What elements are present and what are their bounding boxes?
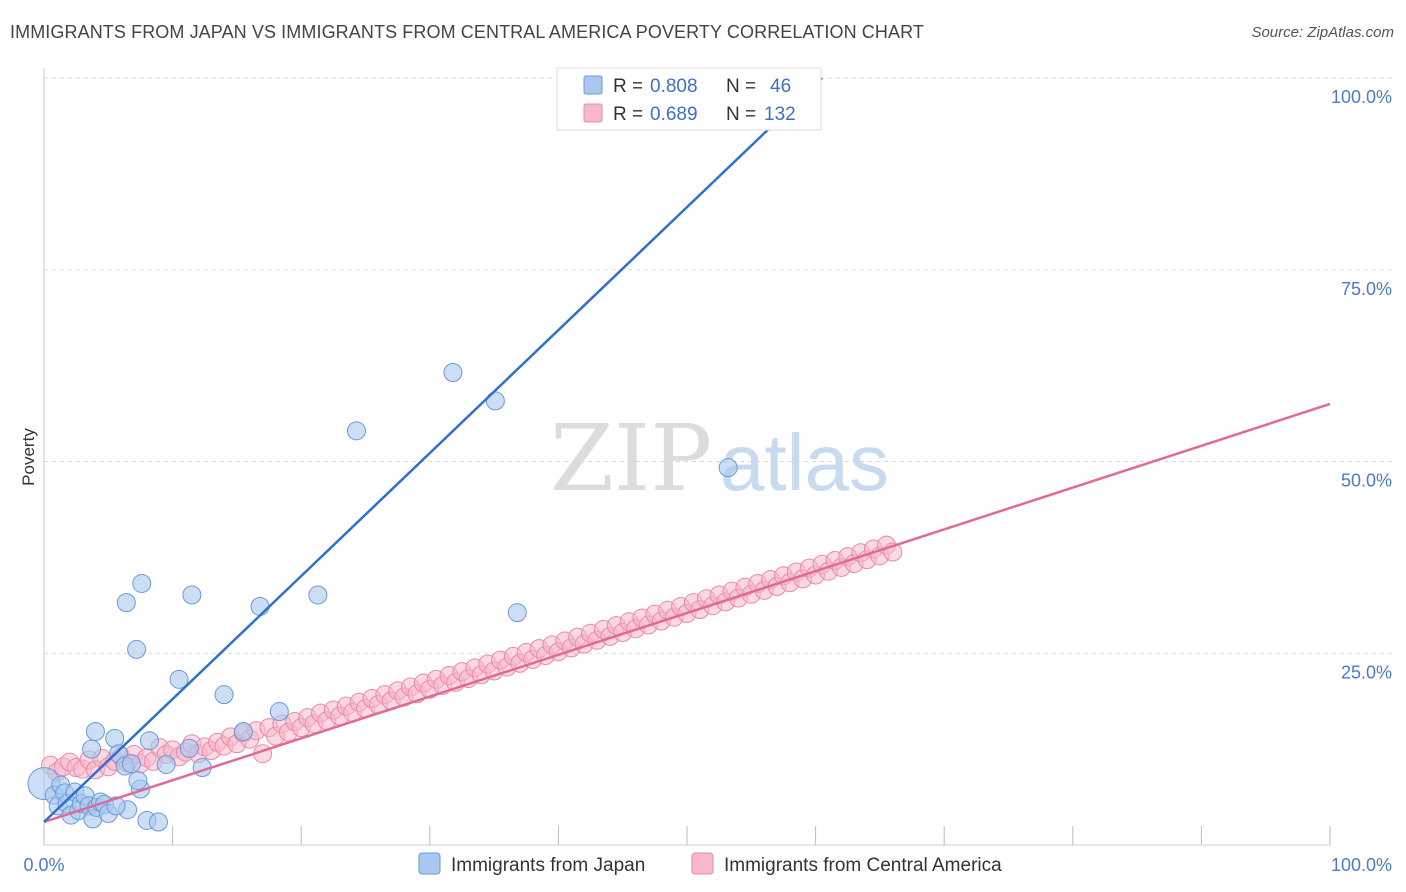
legend-r-label-ca: R = [613, 104, 643, 125]
x-tick-label-1: 100.0% [1331, 855, 1392, 875]
legend-swatch-ca [583, 103, 603, 123]
legend-r-value-japan: 0.808 [650, 76, 698, 97]
legend-n-label-japan: N = [726, 76, 756, 97]
bottom-legend: Immigrants from Japan Immigrants from Ce… [418, 852, 1002, 876]
x-tick-label-0: 0.0% [23, 855, 64, 875]
trend-line-japan [43, 77, 823, 823]
chart-title: IMMIGRANTS FROM JAPAN VS IMMIGRANTS FROM… [10, 22, 924, 42]
japan-point [139, 731, 159, 751]
legend-n-value-ca: 132 [764, 104, 796, 125]
japan-point [127, 639, 147, 659]
japan-point [169, 669, 189, 689]
japan-point [443, 363, 463, 383]
bottom-legend-swatch-ca [691, 852, 714, 875]
x-tick-labels: 0.0% 100.0% [23, 855, 1392, 875]
japan-point [82, 739, 102, 759]
y-tick-label-2: 75.0% [1341, 279, 1392, 299]
series-central-america [40, 535, 903, 782]
japan-point [182, 585, 202, 605]
japan-point [148, 812, 168, 832]
japan-point [106, 796, 126, 816]
legend-n-label-ca: N = [726, 104, 756, 125]
japan-point [116, 593, 136, 613]
japan-point [156, 754, 176, 774]
trend-lines [43, 77, 1331, 824]
y-tick-label-3: 100.0% [1331, 87, 1392, 107]
japan-point [233, 721, 253, 741]
japan-point [179, 738, 199, 758]
japan-point [718, 458, 738, 478]
legend-box: R = 0.808 N = 46 R = 0.689 N = 132 [556, 67, 822, 131]
japan-point [485, 391, 505, 411]
y-tick-label-1: 50.0% [1341, 471, 1392, 491]
japan-point [128, 771, 148, 791]
legend-n-value-japan: 46 [770, 76, 791, 97]
japan-point [121, 754, 141, 774]
legend-swatch-japan [583, 75, 603, 95]
japan-point [507, 603, 527, 623]
japan-point [250, 596, 270, 616]
japan-point [132, 573, 152, 593]
japan-point [308, 585, 328, 605]
y-axis-label: Poverty [19, 428, 38, 486]
y-tick-label-0: 25.0% [1341, 662, 1392, 682]
source-label: Source: ZipAtlas.com [1251, 24, 1394, 41]
bottom-legend-swatch-japan [418, 852, 441, 875]
axes [43, 68, 1331, 846]
legend-r-value-ca: 0.689 [650, 104, 698, 125]
grid-lines [44, 77, 1392, 654]
bottom-legend-label-japan: Immigrants from Japan [451, 855, 645, 876]
bottom-legend-label-ca: Immigrants from Central America [724, 855, 1002, 876]
japan-point [346, 421, 366, 441]
watermark-zip: ZIP [550, 405, 712, 512]
legend-r-label-japan: R = [613, 76, 643, 97]
japan-point [214, 685, 234, 705]
trend-line-central-america [43, 402, 1331, 824]
watermark-atlas: atlas [720, 418, 889, 507]
japan-point [269, 702, 289, 722]
japan-point [85, 721, 105, 741]
y-tick-labels: 25.0% 50.0% 75.0% 100.0% [1331, 87, 1392, 682]
